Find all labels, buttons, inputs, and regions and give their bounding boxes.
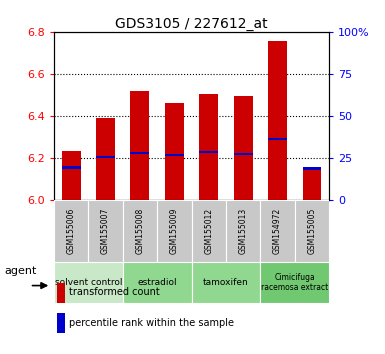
Bar (88, 200, 123, 262)
Bar (303, 167, 321, 200)
Text: GSM155007: GSM155007 (101, 208, 110, 254)
Text: agent: agent (4, 266, 37, 276)
Bar (260, 262, 329, 303)
Title: GDS3105 / 227612_at: GDS3105 / 227612_at (115, 17, 268, 31)
Bar (268, 138, 287, 140)
Bar (192, 262, 260, 303)
Text: transformed count: transformed count (69, 287, 160, 297)
Bar (165, 103, 184, 200)
Bar (268, 41, 287, 200)
Text: GSM155006: GSM155006 (67, 208, 75, 254)
Text: GSM155008: GSM155008 (136, 208, 144, 254)
Bar (123, 262, 192, 303)
Bar (54, 200, 88, 262)
Bar (234, 153, 253, 155)
Bar (62, 150, 80, 200)
Bar (295, 200, 329, 262)
Bar (226, 200, 260, 262)
Bar (96, 118, 115, 200)
Bar (96, 156, 115, 158)
Text: solvent control: solvent control (55, 278, 122, 287)
Bar (157, 200, 192, 262)
Bar (199, 94, 218, 200)
Text: GSM155005: GSM155005 (308, 208, 316, 254)
Bar (234, 96, 253, 200)
Text: GSM155013: GSM155013 (239, 208, 248, 254)
Text: tamoxifen: tamoxifen (203, 278, 249, 287)
Text: estradiol: estradiol (137, 278, 177, 287)
Bar (54, 262, 123, 303)
Text: GSM155012: GSM155012 (204, 208, 213, 254)
Bar (123, 200, 157, 262)
Bar (303, 167, 321, 170)
Bar (165, 154, 184, 156)
Text: percentile rank within the sample: percentile rank within the sample (69, 318, 234, 328)
Bar (199, 150, 218, 153)
Bar (57, 283, 65, 303)
Bar (131, 91, 149, 200)
Bar (57, 313, 65, 333)
Text: GSM154972: GSM154972 (273, 208, 282, 254)
Bar (260, 200, 295, 262)
Bar (192, 200, 226, 262)
Bar (131, 152, 149, 154)
Text: GSM155009: GSM155009 (170, 208, 179, 254)
Text: Cimicifuga
racemosa extract: Cimicifuga racemosa extract (261, 273, 328, 292)
Bar (62, 166, 80, 169)
